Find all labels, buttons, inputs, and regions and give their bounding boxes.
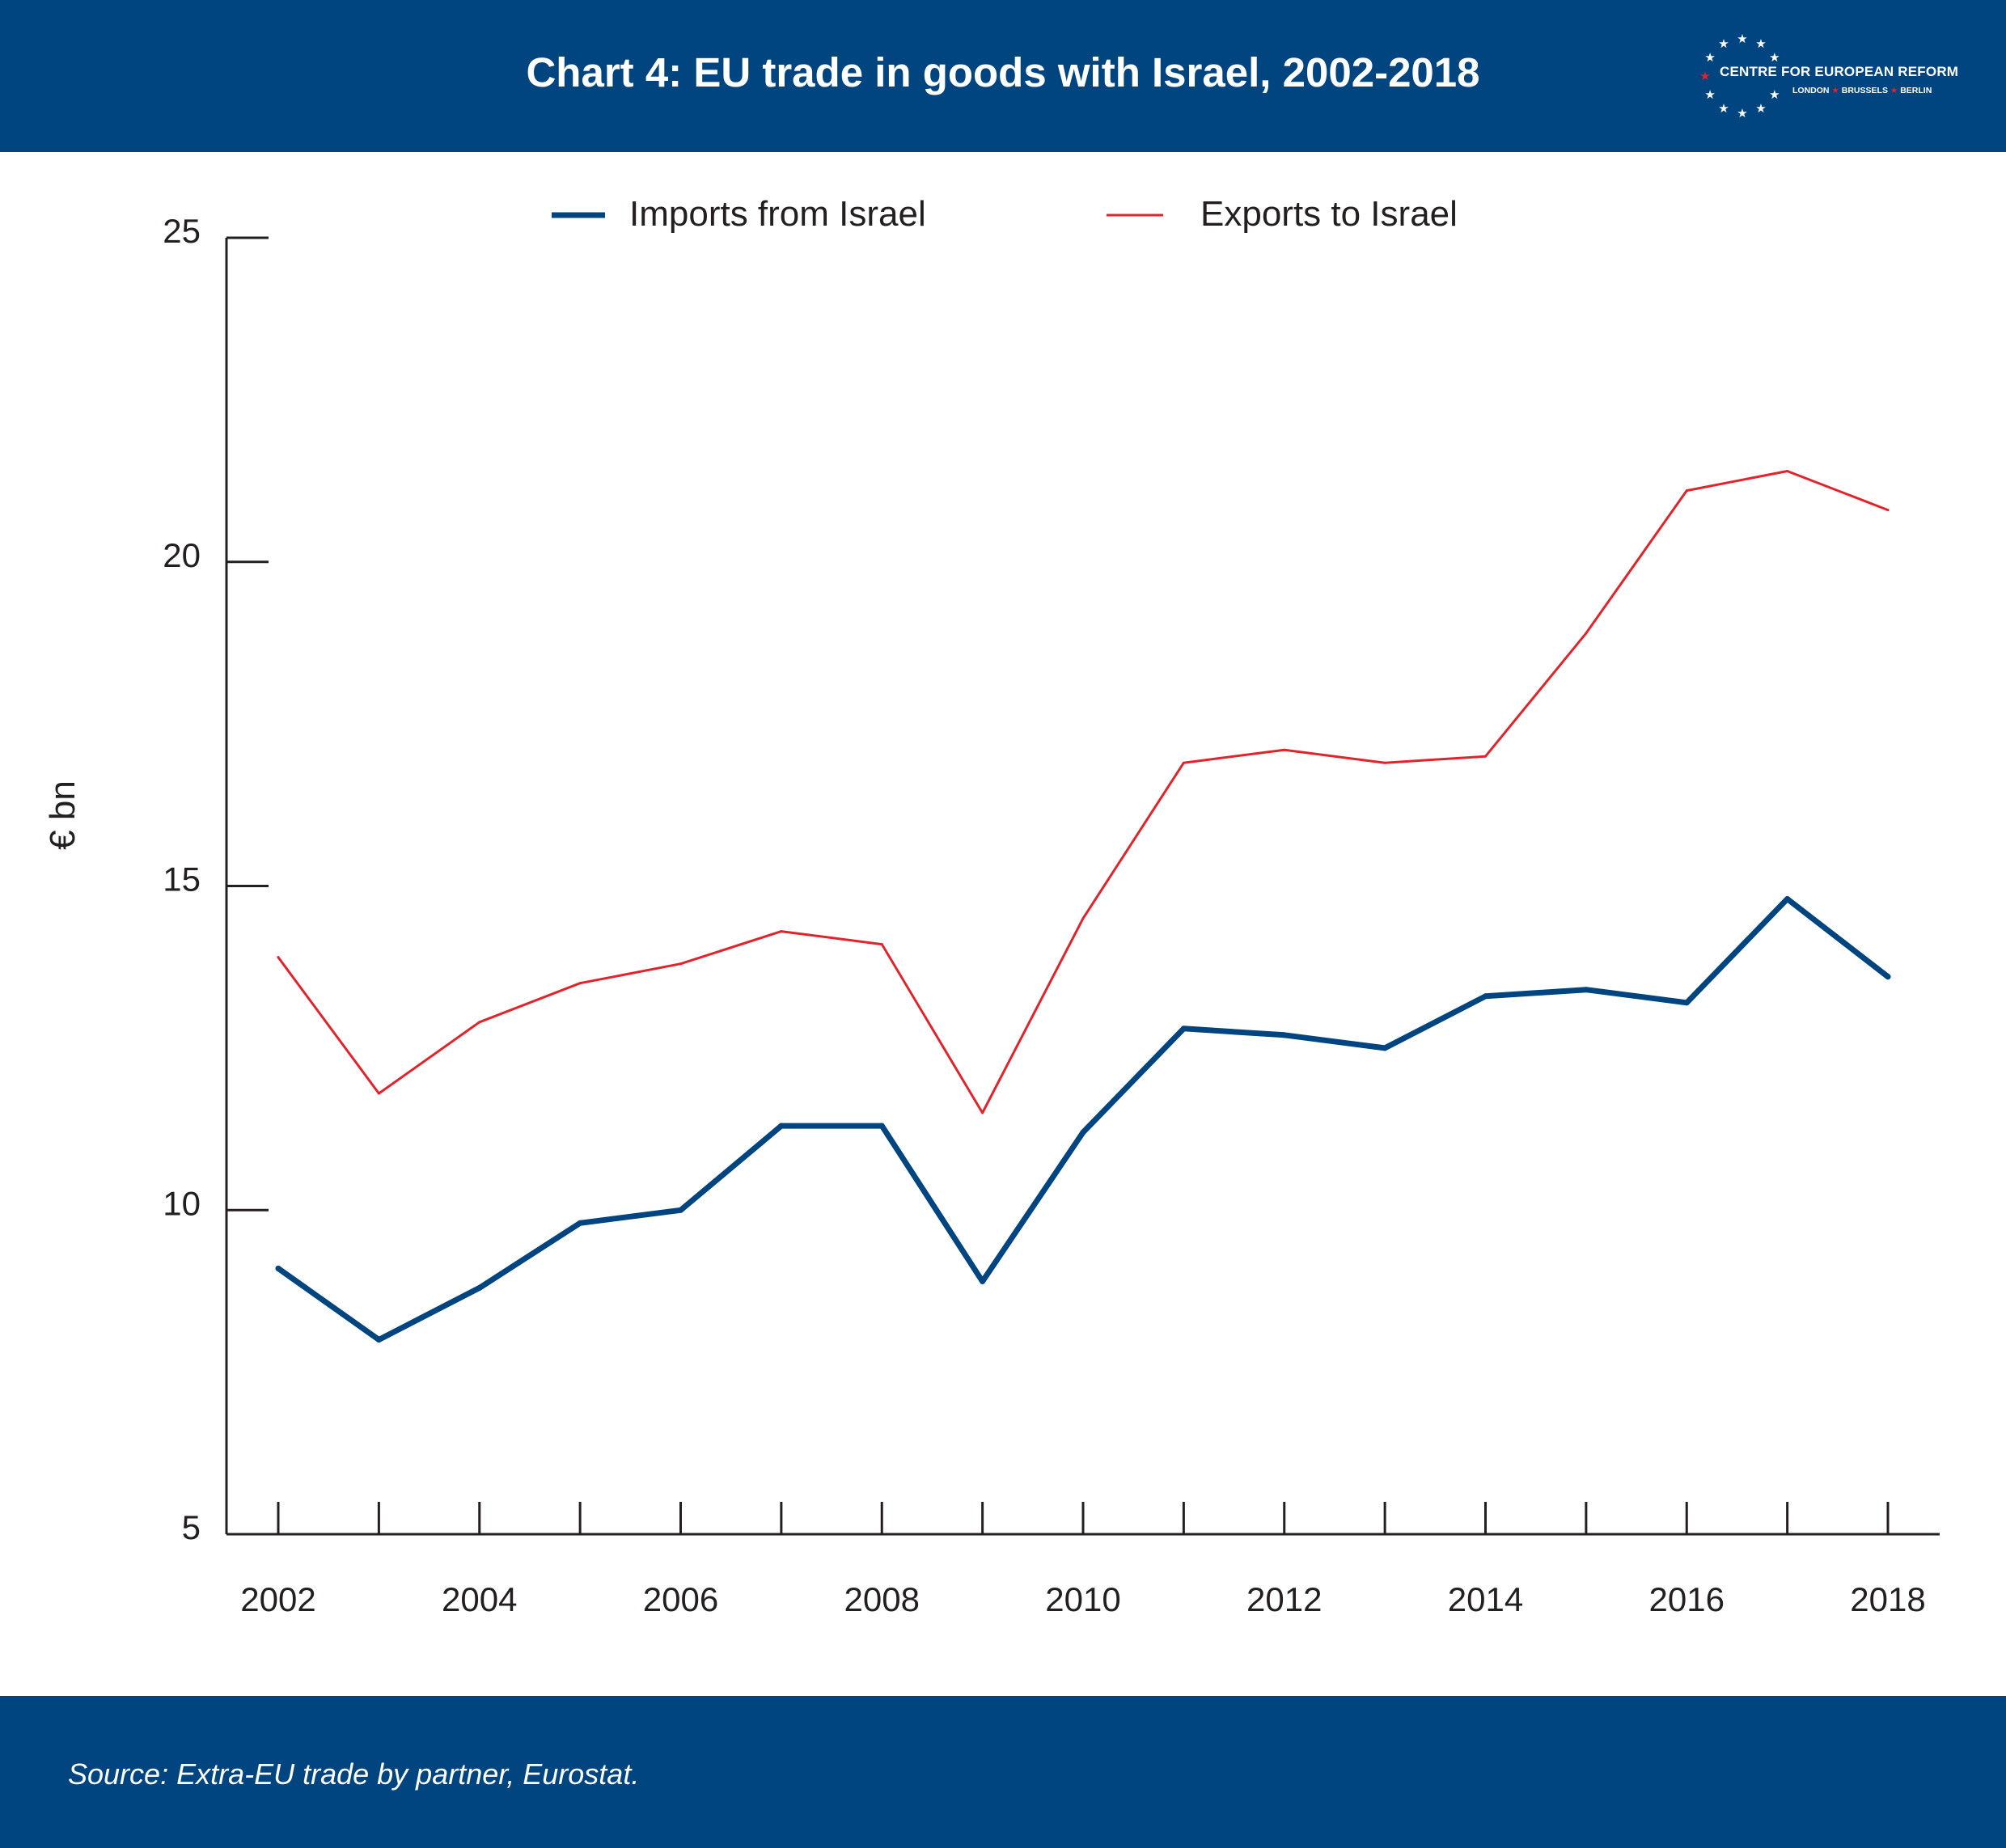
imports-point-2010	[1080, 1129, 1086, 1135]
cer-logo: ★ ★ ★ ★ ★ ★ ★ ★ ★ ★ ★ CENTRE FOR EUROPEAN REFORM L…	[1692, 29, 1975, 125]
exports-point-2010	[1081, 917, 1085, 920]
imports-point-2018	[1885, 974, 1891, 980]
imports-point-2011	[1180, 1025, 1187, 1032]
logo-star: ★	[1755, 102, 1766, 116]
x-tick-label: 2018	[1850, 1580, 1925, 1618]
logo-cities: LONDON ★ BRUSSELS ★ BERLIN	[1792, 86, 1932, 95]
logo-star: ★	[1699, 70, 1710, 83]
imports-point-2012	[1281, 1032, 1288, 1038]
exports-point-2014	[1484, 755, 1487, 758]
logo-star-separator: ★	[1831, 86, 1839, 95]
exports-point-2002	[277, 956, 280, 959]
logo-star: ★	[1718, 102, 1729, 116]
exports-point-2005	[578, 982, 582, 985]
x-tick-label: 2010	[1045, 1580, 1120, 1618]
imports-point-2006	[678, 1207, 683, 1213]
exports-point-2006	[679, 962, 682, 966]
y-tick-label: 5	[182, 1508, 201, 1546]
exports-point-2015	[1585, 632, 1588, 635]
header-bar: Chart 4: EU trade in goods with Israel, …	[0, 0, 2006, 152]
logo-star: ★	[1769, 51, 1780, 65]
exports-point-2017	[1786, 470, 1789, 473]
y-tick-label: 10	[163, 1184, 201, 1222]
imports-point-2005	[577, 1220, 583, 1226]
footer-bar	[0, 1696, 2006, 1848]
x-tick-label: 2002	[240, 1580, 315, 1618]
logo-star: ★	[1704, 88, 1715, 102]
x-tick-label: 2014	[1448, 1580, 1523, 1618]
imports-point-2014	[1483, 993, 1488, 1000]
imports-point-2002	[275, 1265, 281, 1271]
logo-name: CENTRE FOR EUROPEAN REFORM	[1720, 64, 1959, 79]
logo-star: ★	[1737, 32, 1747, 46]
logo-star: ★	[1704, 51, 1715, 65]
axes	[225, 236, 1940, 1536]
logo-star: ★	[1769, 88, 1780, 102]
legend: Imports from Israel Exports to Israel	[552, 194, 1458, 234]
exports-point-2009	[981, 1111, 984, 1114]
imports-point-2017	[1784, 896, 1791, 903]
y-tick-label: 25	[163, 212, 201, 250]
chart-title: Chart 4: EU trade in goods with Israel, …	[526, 49, 1480, 95]
y-axis-label: € bn	[43, 780, 83, 850]
tick-labels: 5 10 15 20 25 2002 2004 2006 2008 2010 2012 2014 201…	[43, 212, 1926, 1618]
logo-star: ★	[1718, 37, 1729, 51]
exports-point-2003	[377, 1092, 380, 1095]
series-line-exports	[277, 470, 1890, 1114]
series-lines	[275, 470, 1891, 1343]
imports-point-2009	[980, 1278, 986, 1284]
y-tick-label: 20	[163, 536, 201, 574]
y-tick-label: 15	[163, 861, 201, 899]
exports-point-2018	[1886, 509, 1890, 512]
exports-point-2007	[780, 930, 783, 933]
exports-point-2008	[880, 943, 883, 946]
x-tick-label: 2016	[1649, 1580, 1725, 1618]
x-tick-label: 2004	[442, 1580, 517, 1618]
legend-label-imports: Imports from Israel	[629, 194, 926, 234]
imports-point-2013	[1382, 1045, 1388, 1051]
logo-star-separator: ★	[1890, 86, 1898, 95]
exports-point-2004	[478, 1021, 481, 1024]
exports-point-2011	[1182, 761, 1185, 764]
x-tick-label: 2006	[643, 1580, 718, 1618]
line-chart: Imports from Israel Exports to Israel 5 10…	[43, 194, 1940, 1618]
legend-label-exports: Exports to Israel	[1200, 194, 1458, 234]
imports-point-2007	[778, 1123, 785, 1129]
imports-point-2008	[878, 1123, 885, 1129]
logo-city-brussels: BRUSSELS	[1841, 86, 1888, 95]
imports-point-2004	[476, 1284, 483, 1291]
eu-stars-icon: ★ ★★★★★★★★★★	[1699, 32, 1780, 121]
logo-city-london: LONDON	[1792, 86, 1830, 95]
logo-city-berlin: BERLIN	[1900, 86, 1932, 95]
imports-point-2003	[375, 1337, 382, 1343]
logo-star: ★	[1737, 107, 1747, 121]
exports-point-2013	[1383, 761, 1386, 764]
series-line-imports	[275, 896, 1891, 1343]
exports-point-2016	[1685, 489, 1688, 493]
x-tick-label: 2008	[844, 1580, 920, 1618]
x-tick-label: 2012	[1246, 1580, 1322, 1618]
logo-star: ★	[1755, 37, 1766, 51]
imports-point-2016	[1683, 1000, 1690, 1006]
source-note: Source: Extra-EU trade by partner, Euros…	[68, 1757, 640, 1791]
exports-point-2012	[1283, 748, 1286, 751]
imports-point-2015	[1583, 987, 1589, 993]
